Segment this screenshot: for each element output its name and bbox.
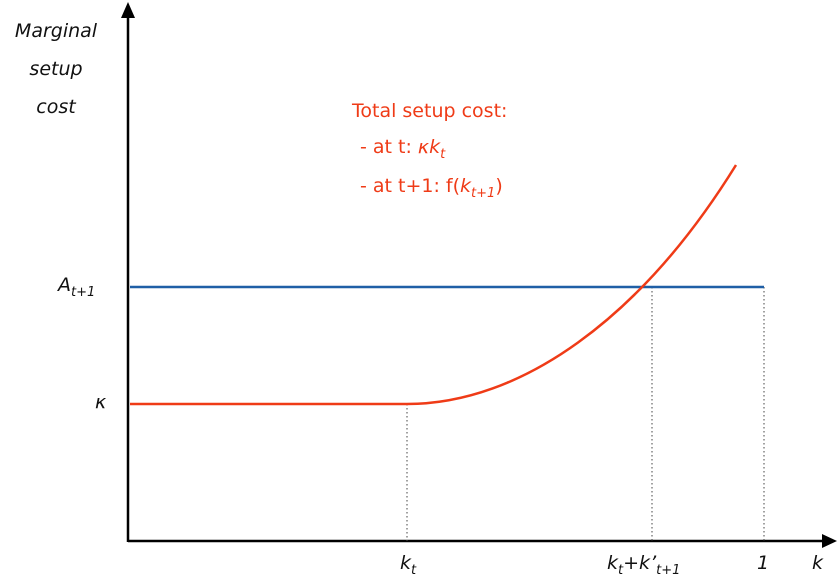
annotation-line1: - at t: κkt <box>352 129 507 168</box>
annotation-line1-prefix: - at t: <box>360 136 418 158</box>
total-setup-cost-annotation: Total setup cost: - at t: κkt - at t+1: … <box>352 93 507 207</box>
y-tick-kappa: κ <box>95 391 107 413</box>
annotation-line2-math: k <box>460 175 472 197</box>
annotation-line1-sub: t <box>440 147 446 162</box>
x-tick-kt-base: k <box>400 552 412 574</box>
y-axis-label-line1: Marginal <box>14 20 98 42</box>
y-axis-label-line3: cost <box>36 96 76 118</box>
annotation-line2-suffix: ) <box>495 175 503 197</box>
annotation-line2-sub: t+1 <box>471 186 496 201</box>
y-tick-a: At+1 <box>58 274 95 300</box>
x-tick-sum-prime: ’ <box>650 552 657 574</box>
x-axis-label: k <box>812 552 824 574</box>
x-tick-sum-plus: + <box>623 552 640 574</box>
y-axis-arrowhead <box>121 2 135 18</box>
annotation-line2-prefix: - at t+1: f( <box>360 175 461 197</box>
marginal-cost-curve <box>130 164 738 406</box>
x-axis-arrowhead <box>822 534 837 548</box>
x-tick-sum-sub2: t+1 <box>656 563 681 578</box>
y-tick-a-base: A <box>58 274 71 296</box>
y-axis-label-line2: setup <box>29 58 83 80</box>
y-axis-label: Marginal setup cost <box>0 12 112 126</box>
annotation-line2: - at t+1: f(kt+1) <box>352 168 507 207</box>
x-tick-sum-base1: k <box>607 552 619 574</box>
annotation-title: Total setup cost: <box>352 100 508 122</box>
x-tick-sum-base2: k <box>639 552 651 574</box>
x-tick-sum-sub1: t <box>618 563 624 578</box>
annotation-line1-math: κk <box>417 136 441 158</box>
x-tick-kt: kt <box>400 552 416 578</box>
x-tick-kt-plus-kprime: kt+k’t+1 <box>607 552 680 578</box>
y-tick-a-sub: t+1 <box>71 285 96 300</box>
x-tick-one: 1 <box>757 552 770 574</box>
x-tick-kt-sub: t <box>411 563 417 578</box>
